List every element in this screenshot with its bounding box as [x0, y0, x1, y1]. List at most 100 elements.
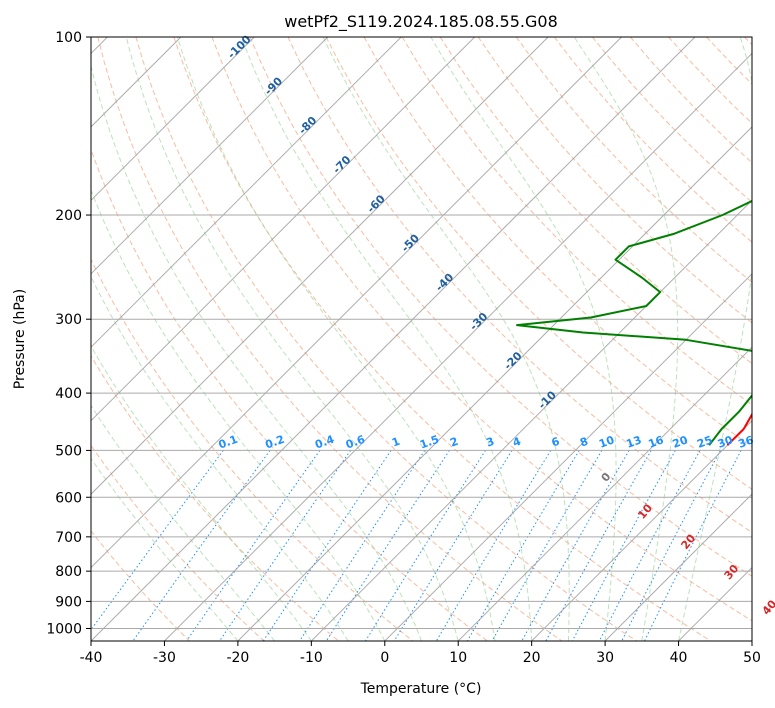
- mixing-ratio-line: [365, 450, 486, 641]
- mixing-ratio-line: [132, 450, 271, 641]
- isotherm: [91, 37, 329, 275]
- y-tick-label: 900: [55, 594, 82, 610]
- isotherm: [531, 419, 752, 641]
- x-tick-label: 30: [596, 650, 614, 666]
- moist-adiabat-label: 0: [599, 470, 614, 484]
- moist-adiabat: [91, 457, 239, 641]
- moist-adiabat: [322, 37, 570, 641]
- mixing-ratio-label: 2: [448, 435, 460, 450]
- moist-adiabat: [176, 37, 496, 641]
- isotherm-label: -60: [365, 192, 388, 215]
- mixing-ratio-line: [571, 450, 676, 641]
- dry-adiabat: [91, 258, 414, 641]
- mixing-ratio-line: [545, 450, 652, 641]
- background-lines: [91, 37, 752, 641]
- mixing-ratio-label: 10: [597, 433, 616, 451]
- dry-adiabat: [363, 37, 752, 448]
- mixing-ratio-line: [521, 450, 630, 641]
- dry-adiabat: [630, 37, 752, 164]
- x-tick-label: 10: [449, 650, 467, 666]
- dry-adiabat: [91, 148, 488, 641]
- dry-adiabat: [477, 37, 752, 324]
- mixing-ratio-line: [598, 450, 701, 641]
- mixing-ratio-label: 6: [550, 435, 562, 450]
- y-tick-label: 500: [55, 443, 82, 459]
- dry-adiabat: [91, 530, 190, 641]
- dry-adiabat: [173, 37, 712, 641]
- y-axis-label: Pressure (hPa): [12, 289, 28, 389]
- moist-adiabat: [91, 64, 422, 641]
- moist-adiabat: [91, 275, 349, 641]
- dry-adiabat: [211, 37, 752, 622]
- dewpoint-profile: [516, 199, 752, 446]
- mixing-ratio-label: 0.2: [263, 433, 286, 452]
- mixing-ratio-label: 1: [390, 435, 402, 450]
- mixing-ratio-line: [262, 450, 392, 641]
- isotherm: [164, 52, 752, 641]
- isotherm-label: -50: [399, 231, 422, 254]
- mixing-ratio-line: [91, 450, 224, 631]
- mixing-ratio-line: [299, 450, 426, 641]
- mixing-ratio-label: 0.1: [217, 433, 240, 452]
- dry-adiabat: [91, 354, 339, 641]
- mixing-ratio-label: 30: [716, 433, 735, 451]
- x-tick-label: -30: [153, 650, 176, 666]
- moist-adiabat: [91, 404, 275, 641]
- moist-adiabat-label: 20: [678, 532, 698, 552]
- isotherm-label: -70: [330, 153, 353, 176]
- dry-adiabat: [91, 444, 265, 641]
- y-tick-label: 400: [55, 386, 82, 402]
- isotherm: [604, 493, 752, 641]
- y-tick-label: 600: [55, 490, 82, 506]
- isotherm: [237, 126, 752, 641]
- chart-title: wetPf2_S119.2024.185.08.55.G08: [284, 12, 558, 32]
- dry-adiabat: [515, 37, 752, 283]
- mixing-ratio-label: 25: [695, 433, 714, 450]
- y-tick-label: 200: [55, 208, 82, 224]
- mixing-ratio-line: [644, 450, 742, 641]
- moist-adiabat-label: 40: [760, 597, 775, 617]
- mixing-ratio-label: 1.5: [418, 433, 441, 452]
- dry-adiabat: [135, 37, 637, 641]
- isotherm: [310, 199, 752, 641]
- isotherm: [751, 640, 752, 641]
- y-axis: 100 200 300 400 500 600 700 800 900 1000: [46, 30, 91, 637]
- x-tick-label: 40: [670, 650, 688, 666]
- mixing-ratio-label: 0.6: [344, 433, 367, 452]
- mixing-ratio-label: 16: [647, 433, 666, 451]
- moist-adiabat: [430, 37, 617, 641]
- grid: [91, 37, 752, 641]
- isotherm: [91, 37, 622, 569]
- mixing-ratio-line: [186, 450, 321, 641]
- profile-lines: [516, 199, 752, 446]
- plot-frame: [90, 36, 753, 642]
- mixing-ratio-label: 0.4: [313, 433, 336, 452]
- x-tick-label: -20: [226, 650, 249, 666]
- isotherm: [457, 346, 752, 641]
- isotherm: [91, 37, 255, 202]
- mixing-ratio-line: [219, 450, 352, 641]
- mixing-ratio-line: [325, 450, 450, 641]
- isotherm: [91, 37, 696, 641]
- mixing-ratio-line: [435, 450, 552, 641]
- mixing-ratio-label: 8: [578, 435, 590, 450]
- isotherm-label: -80: [296, 114, 319, 137]
- mixing-ratio-label: 36: [736, 433, 755, 451]
- y-tick-label: 100: [55, 30, 82, 46]
- moist-adiabat-label: 10: [635, 501, 655, 521]
- x-tick-label: 50: [743, 650, 761, 666]
- y-tick-label: 300: [55, 312, 82, 328]
- moist-adiabat: [91, 188, 386, 641]
- x-tick-label: -40: [80, 650, 103, 666]
- x-tick-label: -10: [300, 650, 323, 666]
- mixing-ratio-label: 3: [484, 435, 496, 450]
- isotherm: [91, 37, 476, 422]
- isotherm-label: -30: [467, 310, 490, 333]
- moist-adiabat: [125, 37, 459, 641]
- x-tick-label: 0: [380, 650, 389, 666]
- dry-adiabat: [325, 37, 752, 490]
- dry-adiabat: [401, 37, 752, 406]
- isotherm: [91, 37, 549, 495]
- x-axis: -40 -30 -20 -10 0 10 20 30 40 50: [80, 641, 761, 666]
